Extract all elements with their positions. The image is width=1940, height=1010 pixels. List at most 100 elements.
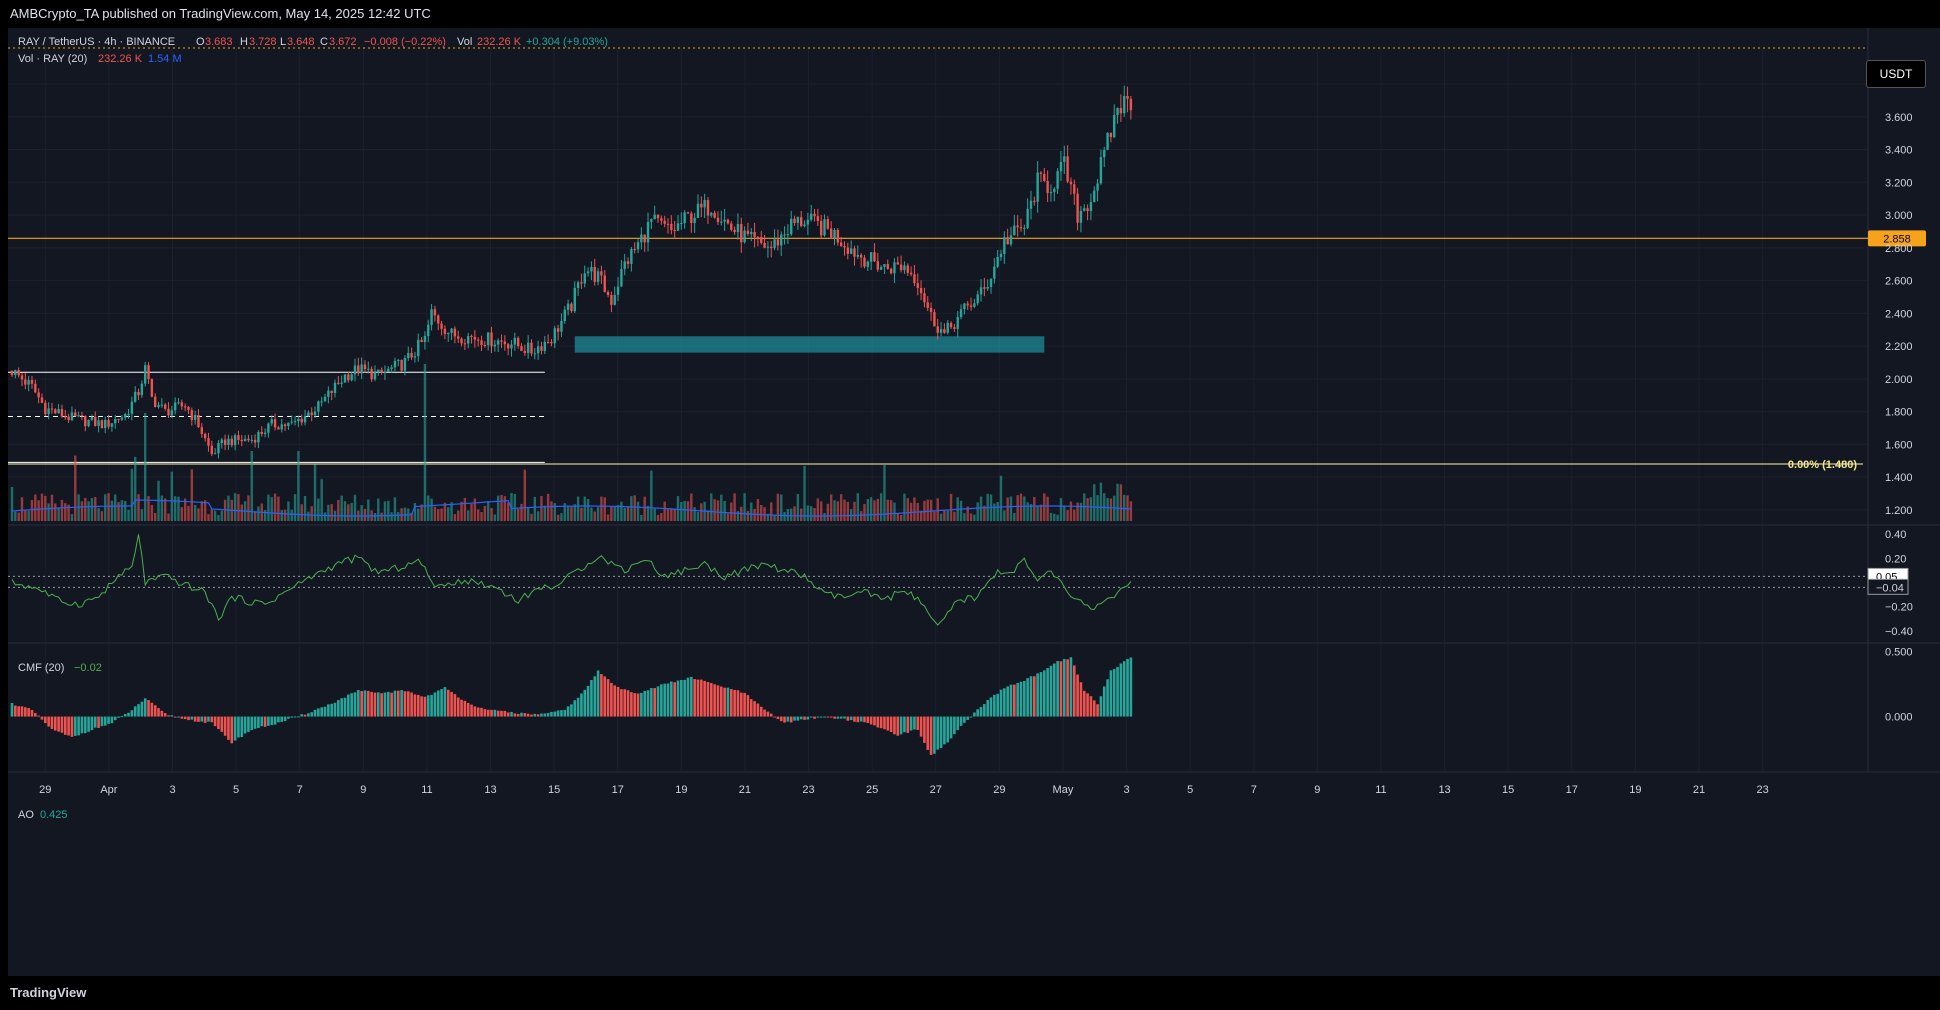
ao-bar xyxy=(460,699,463,717)
time-tick-label: 27 xyxy=(930,784,942,796)
ao-bar xyxy=(999,689,1003,717)
ao-bar xyxy=(370,691,373,717)
candle-body xyxy=(966,303,969,306)
volume-bar xyxy=(693,507,696,521)
volume-bar xyxy=(54,503,57,521)
candle-body xyxy=(773,239,776,249)
candle-body xyxy=(883,264,886,267)
legend-vol-label: Vol xyxy=(457,36,472,48)
ao-bar xyxy=(350,693,353,717)
volume-bar xyxy=(1069,501,1073,521)
volume-bar xyxy=(387,500,390,521)
candle-body xyxy=(1049,192,1053,194)
price-axis[interactable] xyxy=(1868,28,1940,976)
legend-close-label: C xyxy=(320,36,328,48)
volume-bar xyxy=(177,496,180,521)
candle-body xyxy=(320,401,323,403)
ao-bar xyxy=(227,716,230,740)
ao-bar xyxy=(123,713,127,717)
volume-bar xyxy=(420,504,423,521)
ao-bar xyxy=(883,716,886,730)
volume-bar xyxy=(846,501,850,521)
volume-bar xyxy=(656,514,660,521)
ao-bar xyxy=(903,716,906,733)
candle-body xyxy=(410,352,413,358)
volume-bar xyxy=(643,496,646,521)
volume-bar xyxy=(90,498,94,521)
volume-bar xyxy=(996,501,999,521)
ao-bar xyxy=(320,707,323,717)
candle-body xyxy=(496,340,500,345)
volume-bar xyxy=(869,497,873,521)
volume-bar xyxy=(107,493,110,521)
volume-bar xyxy=(939,513,943,521)
candle-body xyxy=(1113,114,1116,138)
ao-bar xyxy=(310,712,313,717)
candle-body xyxy=(726,219,730,224)
volume-bar xyxy=(800,508,803,521)
ao-bar xyxy=(779,716,783,722)
currency-button[interactable]: USDT xyxy=(1866,60,1926,88)
volume-bar xyxy=(64,503,67,521)
ao-bar xyxy=(583,689,587,717)
candle-body xyxy=(653,214,656,220)
candle-body xyxy=(949,322,953,328)
ao-bar xyxy=(217,716,220,730)
volume-bar xyxy=(616,505,620,521)
candle-body xyxy=(1003,237,1006,254)
candle-body xyxy=(94,417,97,426)
volume-bar xyxy=(873,500,876,521)
volume-bar xyxy=(1033,496,1036,521)
candle-body xyxy=(114,419,117,424)
candle-body xyxy=(137,391,140,396)
candle-body xyxy=(34,383,37,393)
ao-bar xyxy=(550,711,553,717)
ao-bar xyxy=(876,716,880,728)
ao-bar xyxy=(87,716,90,732)
candle-body xyxy=(267,423,270,433)
candle-body xyxy=(806,219,810,225)
volume-bar xyxy=(87,501,90,521)
candle-body xyxy=(130,401,134,414)
ao-bar xyxy=(140,701,144,717)
ao-bar xyxy=(983,704,986,717)
candle-body xyxy=(803,224,806,227)
candle-body xyxy=(763,242,766,248)
ao-bar xyxy=(450,691,453,717)
candle-body xyxy=(44,402,47,415)
candle-body xyxy=(67,416,70,421)
cmf-level-tag xyxy=(1867,578,1909,595)
candle-body xyxy=(780,234,783,246)
ao-bar xyxy=(753,701,756,717)
volume-bar xyxy=(720,494,723,521)
price-tick-label: 3.000 xyxy=(1885,210,1913,222)
volume-bar xyxy=(193,504,197,521)
volume-bar xyxy=(437,509,440,521)
ao-bar xyxy=(1096,704,1099,717)
volume-bar xyxy=(580,507,583,521)
volume-bar xyxy=(153,512,157,521)
ao-bar xyxy=(446,689,450,717)
volume-bar xyxy=(363,508,367,521)
volume-bar xyxy=(533,496,537,521)
ao-bar xyxy=(663,683,666,717)
candle-body xyxy=(486,332,490,346)
volume-bar xyxy=(467,510,470,521)
volume-bar xyxy=(27,510,30,521)
candle-body xyxy=(823,219,826,236)
candle-body xyxy=(423,336,427,342)
cmf-tick-label: 0.40 xyxy=(1885,529,1906,541)
annotation-layer[interactable]: 2.858 0.00% (1.480) xyxy=(8,47,1926,471)
volume-bar xyxy=(137,494,140,521)
candle-body xyxy=(550,342,553,344)
ao-bar xyxy=(17,706,20,717)
ao-bar xyxy=(803,716,806,720)
ao-bar xyxy=(956,716,960,731)
ao-bar xyxy=(377,692,380,717)
volume-bar xyxy=(919,510,923,521)
ao-bar xyxy=(839,716,843,719)
ao-bar xyxy=(899,716,903,735)
candle-body xyxy=(80,415,84,417)
